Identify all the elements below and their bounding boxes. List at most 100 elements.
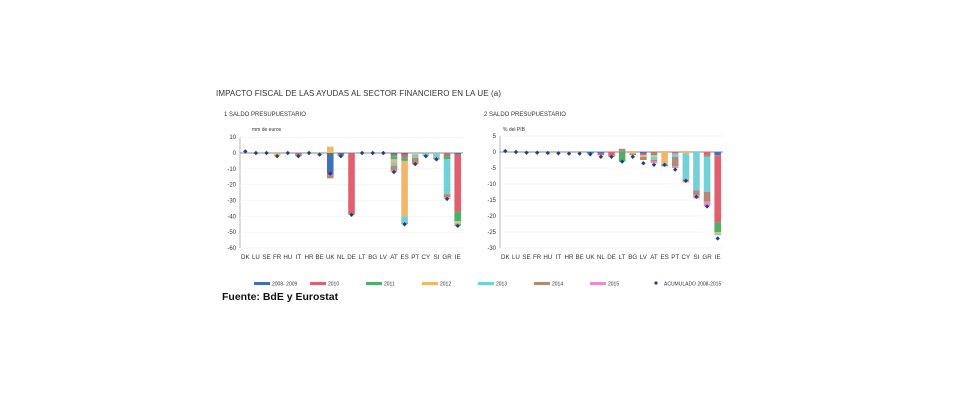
bar-segment-pt-3: [411, 153, 419, 155]
bar-segment-pt-1: [671, 152, 679, 154]
cumulative-marker-cy: [423, 153, 429, 159]
bar-segment-at-0: [390, 153, 398, 155]
panel-1-y-tick-label: -50: [227, 230, 236, 236]
x-tick-label-nl: NL: [597, 254, 605, 261]
bar-segment-es-4: [401, 216, 408, 223]
x-tick-label-be: BE: [316, 254, 324, 261]
cumulative-marker-de: [609, 154, 614, 159]
cumulative-marker-nl: [598, 154, 604, 159]
panel-1-y-tick-label: -60: [227, 246, 236, 252]
panel-2-y-tick-label: -20: [487, 214, 496, 220]
cumulative-marker-lv: [381, 150, 386, 156]
x-tick-label-gr: GR: [702, 254, 712, 261]
x-tick-label-hu: HU: [543, 254, 552, 261]
bar-segment-si-4: [433, 153, 440, 158]
bar-segment-cy-3: [682, 152, 690, 154]
legend-label-7: ACUMULADO 2008-2015: [664, 282, 721, 288]
cumulative-marker-lv: [641, 161, 646, 166]
legend-label-5: 2014: [552, 282, 563, 288]
bar-segment-es-3: [401, 160, 408, 217]
bar-segment-at-3: [650, 155, 658, 157]
bar-segment-uk-0: [326, 153, 334, 174]
x-tick-label-se: SE: [522, 254, 530, 261]
cumulative-marker-dk: [243, 149, 248, 154]
bar-segment-pt-6: [671, 166, 679, 168]
cumulative-marker-dk: [503, 148, 508, 154]
x-tick-label-lu: LU: [252, 254, 260, 261]
bar-segment-es-2: [401, 157, 408, 161]
cumulative-marker-at: [651, 162, 657, 167]
x-tick-label-nl: NL: [337, 254, 345, 261]
panel-2-y-tick-label: -25: [487, 230, 496, 236]
bar-segment-cy-4: [682, 153, 690, 180]
panel-2-y-tick-label: -10: [487, 182, 496, 188]
legend-swatch-2: [366, 282, 382, 285]
cumulative-marker-bg: [370, 150, 375, 156]
legend-label-2: 2011: [384, 282, 395, 288]
figure-title: IMPACTO FISCAL DE LAS AYUDAS AL SECTOR F…: [216, 89, 502, 98]
cumulative-marker-lu: [513, 149, 519, 155]
cumulative-marker-gr: [704, 204, 710, 209]
cumulative-marker-be: [317, 152, 322, 157]
panel-2-y-tick-label: -30: [487, 246, 496, 252]
x-tick-label-si: SI: [694, 254, 700, 261]
x-tick-label-fr: FR: [273, 254, 282, 261]
cumulative-marker-ie: [455, 223, 460, 229]
bar-segment-ie-3: [454, 221, 461, 223]
cumulative-marker-si: [434, 157, 439, 162]
bar-segment-ie-0: [454, 153, 461, 155]
legend-swatch-4: [478, 282, 494, 285]
x-tick-label-cy: CY: [422, 254, 431, 261]
legend-marker-7: [654, 281, 658, 285]
cumulative-marker-se: [264, 150, 269, 156]
cumulative-marker-hr: [306, 150, 312, 156]
bar-segment-es-3: [661, 152, 668, 164]
bar-segment-ie-4: [714, 233, 721, 236]
x-tick-label-uk: UK: [326, 254, 335, 261]
x-tick-label-at: AT: [650, 254, 658, 261]
bar-segment-gr-1: [443, 153, 451, 157]
cumulative-marker-fr: [274, 153, 280, 159]
bar-segment-ie-3: [714, 232, 721, 234]
cumulative-marker-es: [402, 222, 407, 227]
bar-segment-at-2: [650, 153, 658, 156]
bar-segment-lv-5: [640, 156, 647, 160]
bar-segment-nl-0: [597, 152, 605, 154]
bar-segment-ie-1: [714, 155, 721, 223]
legend-swatch-0: [254, 282, 270, 285]
panel-1-y-tick-label: 0: [233, 151, 237, 157]
x-tick-label-se: SE: [262, 254, 270, 261]
cumulative-marker-bg: [630, 154, 635, 159]
x-tick-label-bg: BG: [628, 254, 637, 261]
cumulative-marker-es: [662, 162, 667, 167]
bar-segment-gr-4: [443, 159, 451, 195]
bar-segment-pt-5: [671, 156, 679, 167]
x-tick-label-es: ES: [660, 254, 668, 261]
cumulative-marker-lu: [253, 150, 259, 156]
bar-segment-lv-0: [640, 152, 647, 154]
bar-segment-gr-5: [443, 194, 451, 198]
bar-segment-ie-4: [454, 222, 461, 225]
bar-segment-uk-3: [326, 146, 334, 153]
bar-segment-ie-2: [454, 211, 461, 222]
x-tick-label-lt: LT: [619, 254, 626, 261]
cumulative-marker-pt: [413, 161, 418, 167]
x-tick-label-uk: UK: [586, 254, 595, 261]
bar-segment-gr-2: [443, 156, 451, 160]
bar-segment-at-3: [390, 159, 398, 163]
bar-segment-es-0: [401, 153, 408, 155]
cumulative-marker-hr: [566, 151, 572, 156]
bar-segment-at-5: [650, 160, 658, 162]
bar-segment-pt-4: [411, 154, 419, 158]
cumulative-marker-hu: [545, 150, 550, 156]
panel-2-title: 2 SALDO PRESUPUESTARIO: [484, 112, 566, 118]
bar-segment-at-1: [390, 154, 398, 157]
legend-swatch-5: [534, 282, 550, 285]
cumulative-marker-be: [577, 151, 582, 156]
bar-segment-at-5: [390, 165, 398, 171]
x-tick-label-cy: CY: [682, 254, 691, 261]
x-tick-label-gr: GR: [442, 254, 452, 261]
bar-segment-gr-2: [703, 155, 711, 157]
x-tick-label-it: IT: [296, 254, 302, 261]
bar-segment-at-2: [390, 156, 398, 160]
